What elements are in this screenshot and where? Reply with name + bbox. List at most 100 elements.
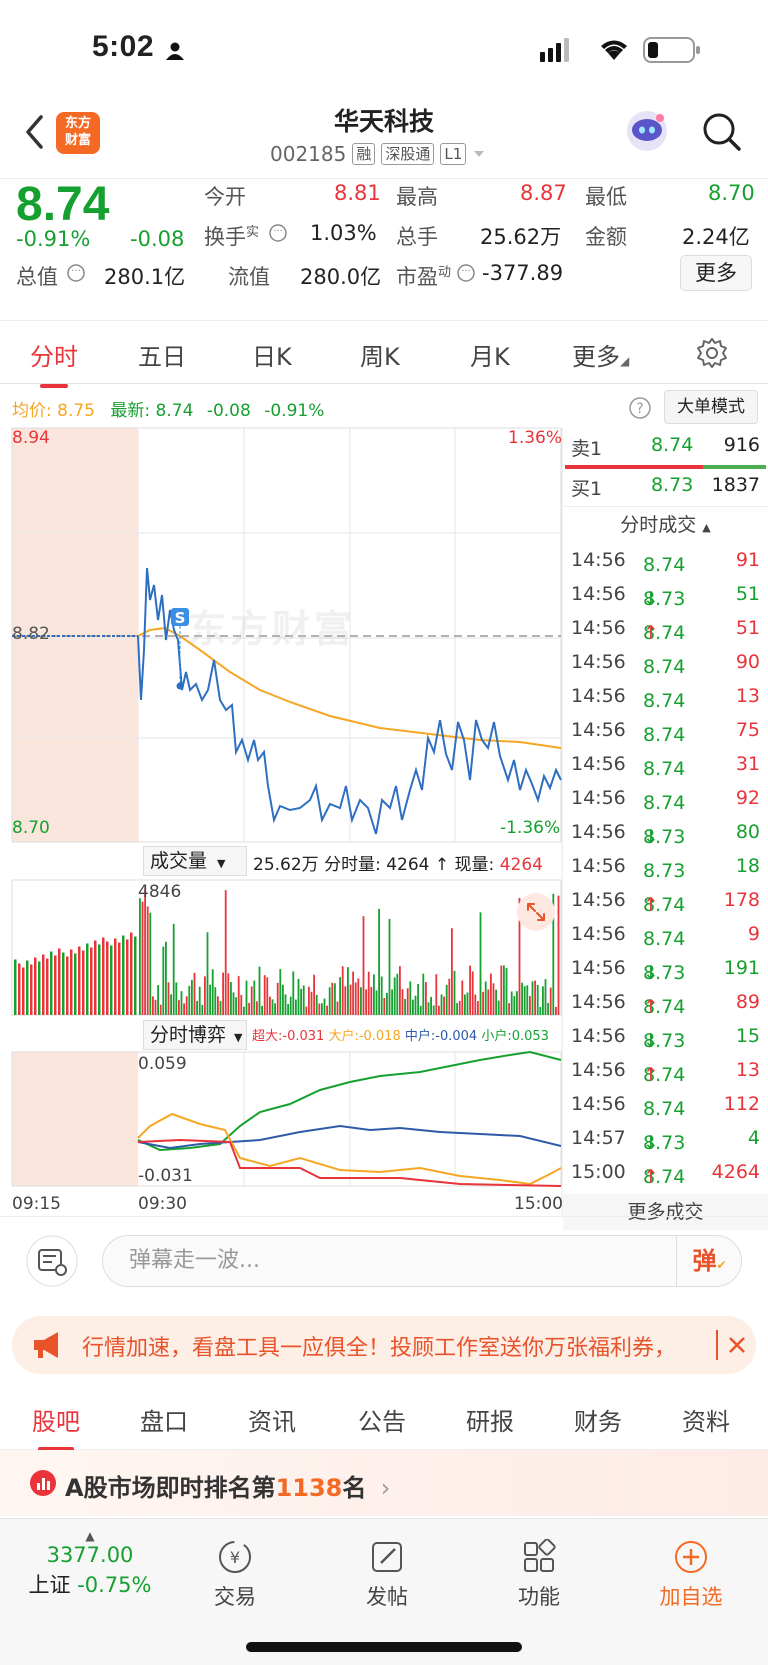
legend-super-large: 超大:-0.031: [252, 1029, 325, 1044]
volume-bar: [422, 973, 425, 1015]
change-amount: -0.08: [130, 227, 185, 251]
danmu-button[interactable]: 弹✔: [676, 1235, 742, 1287]
tab-intraday[interactable]: 分时: [30, 337, 78, 388]
volume-bar: [328, 987, 331, 1015]
more-button[interactable]: 更多: [680, 255, 752, 291]
stock-header: 东方 财富 华天科技 002185 融 深股通 L1: [0, 100, 768, 176]
volume-bar: [461, 980, 464, 1015]
buy1-price: 8.73: [651, 474, 694, 496]
price-line: [137, 567, 562, 835]
volume-label: 总手: [396, 225, 438, 249]
ask-ratio-bar: [703, 465, 766, 469]
big-order-mode-button[interactable]: 大单模式: [664, 390, 758, 424]
nav-add-watchlist[interactable]: 加自选: [631, 1537, 751, 1611]
medium-holder-line: [137, 1124, 562, 1150]
gear-icon[interactable]: [696, 337, 728, 369]
summary-line: 均价: 8.75 最新: 8.74 -0.08 -0.91%: [12, 396, 324, 421]
logo-text-top: 东方: [64, 116, 91, 131]
tab-handicap[interactable]: 盘口: [140, 1408, 188, 1436]
volume-bar: [451, 928, 453, 1015]
tag-margin: 融: [352, 143, 376, 165]
trade-row: 14:56 8.73 ↓ 80: [571, 821, 760, 848]
tab-weekly-k[interactable]: 周K: [360, 343, 400, 371]
trade-qty: 112: [723, 1093, 760, 1115]
volume-dropdown[interactable]: 成交量 ▼: [143, 846, 247, 876]
tab-announcements[interactable]: 公告: [358, 1408, 406, 1436]
s-marker-text: S: [175, 609, 186, 627]
more-trades-button[interactable]: 更多成交: [563, 1194, 768, 1230]
super-large-line: [137, 1138, 562, 1187]
stock-code-row[interactable]: 002185 融 深股通 L1: [270, 142, 486, 166]
svg-text:¥: ¥: [230, 1548, 240, 1567]
close-icon[interactable]: [728, 1336, 746, 1354]
danmu-settings-icon[interactable]: [26, 1235, 78, 1287]
index-widget[interactable]: ▲ 3377.00 上证 -0.75%: [20, 1529, 160, 1599]
volume-bar: [443, 996, 445, 1015]
volume-bar: [412, 999, 414, 1015]
yen-exchange-icon: ¥: [219, 1541, 251, 1573]
volume-bar: [152, 996, 154, 1015]
volume-bar: [370, 987, 373, 1015]
intraday-chart[interactable]: S: [0, 0, 768, 1216]
volume-bar: [399, 966, 401, 1015]
volume-bar: [18, 963, 21, 1015]
robot-assistant-icon[interactable]: [624, 108, 670, 154]
nav-functions[interactable]: 功能: [479, 1537, 599, 1611]
volume-bar: [266, 977, 269, 1015]
volume-bar: [313, 974, 315, 1015]
volume-bar: [167, 982, 170, 1015]
search-icon[interactable]: [702, 112, 742, 152]
volume-bar: [256, 1001, 258, 1015]
volume-bar: [70, 949, 73, 1015]
tab-more[interactable]: 更多◢: [572, 337, 629, 372]
amount-label: 金额: [585, 225, 627, 249]
volume-summary: 25.62万 分时量: 4264 ↑ 现量: 4264: [253, 855, 543, 875]
volume-bar: [198, 986, 201, 1015]
stock-name: 华天科技: [333, 107, 434, 136]
tab-daily-k[interactable]: 日K: [252, 343, 292, 371]
trade-time: 14:56: [571, 685, 626, 707]
trade-time: 14:56: [571, 617, 626, 639]
tab-news[interactable]: 资讯: [248, 1408, 296, 1436]
nav-trade[interactable]: ¥ 交易: [175, 1537, 295, 1611]
volume-bar: [375, 990, 378, 1015]
tab-five-day[interactable]: 五日: [138, 343, 186, 371]
volume-bar: [245, 980, 248, 1015]
trades-title[interactable]: 分时成交 ▲: [563, 506, 768, 542]
volume-bar: [261, 1005, 263, 1015]
latest-value: 8.74: [155, 401, 194, 421]
back-arrow-icon[interactable]: [24, 114, 44, 150]
promo-banner[interactable]: 行情加速，看盘工具一应俱全！投顾工作室送你万张福利券，: [12, 1316, 756, 1374]
open-value: 8.81: [334, 181, 381, 205]
danmu-input[interactable]: 弹幕走一波...: [102, 1235, 742, 1287]
volume-bar: [404, 998, 406, 1015]
info-icon[interactable]: ···: [268, 223, 288, 243]
game-dropdown[interactable]: 分时博弈 ▼: [143, 1020, 247, 1050]
tab-monthly-k[interactable]: 月K: [470, 343, 510, 371]
help-icon[interactable]: ?: [628, 396, 652, 420]
volume-bar: [183, 1003, 185, 1015]
rank-text: A股市场即时排名第1138名 ›: [65, 1468, 390, 1503]
edit-icon: [372, 1542, 402, 1572]
nav-post[interactable]: 发帖: [327, 1537, 447, 1611]
volume-bar: [352, 971, 354, 1015]
volume-bar: [401, 989, 404, 1015]
tab-finance[interactable]: 财务: [574, 1408, 622, 1436]
person-icon: [166, 42, 184, 60]
volume-bar: [318, 1003, 321, 1015]
expand-icon[interactable]: [516, 892, 556, 932]
chevron-down-icon: [474, 151, 485, 157]
info-icon[interactable]: ···: [456, 263, 476, 283]
volume-bar: [471, 971, 474, 1015]
app-logo[interactable]: 东方 财富: [56, 112, 100, 154]
tab-guba[interactable]: 股吧: [32, 1402, 80, 1451]
volume-bar: [321, 1003, 323, 1015]
volume-bar: [497, 1000, 500, 1015]
avg-value: 8.75: [57, 401, 95, 421]
low-label: 最低: [585, 185, 627, 209]
info-icon[interactable]: ···: [66, 263, 86, 283]
tab-profile[interactable]: 资料: [682, 1408, 730, 1436]
trade-time: 15:00: [571, 1161, 626, 1183]
rank-bar[interactable]: A股市场即时排名第1138名 ›: [0, 1450, 768, 1516]
tab-research[interactable]: 研报: [466, 1408, 514, 1436]
